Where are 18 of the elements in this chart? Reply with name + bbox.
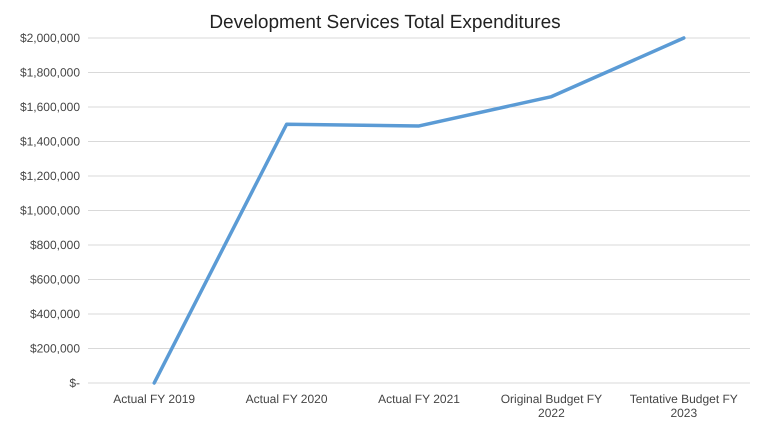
y-tick-label: $400,000: [30, 307, 80, 322]
y-tick-label: $1,400,000: [20, 134, 80, 149]
y-tick-label: $1,600,000: [20, 100, 80, 114]
x-tick-label: Tentative Budget FY 2023: [630, 392, 738, 420]
y-tick-label: $1,000,000: [20, 204, 80, 218]
y-tick-label: $1,200,000: [20, 169, 80, 184]
x-tick-label: Actual FY 2019: [113, 392, 196, 406]
y-tick-label: $800,000: [30, 238, 80, 252]
line-series: [152, 36, 686, 385]
y-tick-label: $2,000,000: [20, 31, 80, 46]
y-tick-label: $600,000: [30, 272, 80, 287]
y-tick-label: $1,800,000: [20, 66, 80, 80]
x-tick-label: Actual FY 2021: [378, 392, 460, 406]
x-tick-label: Original Budget FY 2022: [500, 392, 602, 420]
x-tick-label: Actual FY 2020: [246, 392, 328, 406]
chart-title: Development Services Total Expenditures: [209, 12, 561, 33]
y-tick-label: $200,000: [30, 342, 80, 356]
y-tick-label: $-: [69, 376, 80, 390]
